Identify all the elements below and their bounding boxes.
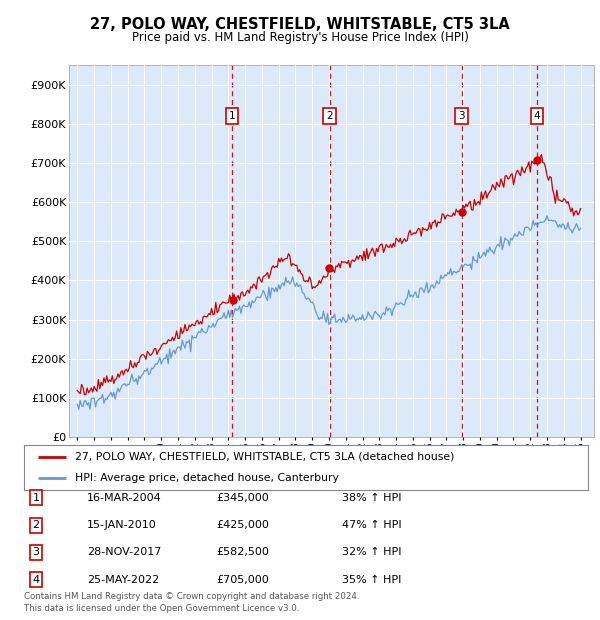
Text: Contains HM Land Registry data © Crown copyright and database right 2024.
This d: Contains HM Land Registry data © Crown c… [24, 591, 359, 613]
Text: 27, POLO WAY, CHESTFIELD, WHITSTABLE, CT5 3LA (detached house): 27, POLO WAY, CHESTFIELD, WHITSTABLE, CT… [75, 452, 454, 462]
Text: £345,000: £345,000 [216, 493, 269, 503]
Text: 3: 3 [458, 111, 465, 121]
Text: 1: 1 [229, 111, 235, 121]
Text: 16-MAR-2004: 16-MAR-2004 [87, 493, 162, 503]
Text: 15-JAN-2010: 15-JAN-2010 [87, 520, 157, 530]
Text: 1: 1 [32, 493, 40, 503]
Text: 38% ↑ HPI: 38% ↑ HPI [342, 493, 401, 503]
Text: 32% ↑ HPI: 32% ↑ HPI [342, 547, 401, 557]
Text: £425,000: £425,000 [216, 520, 269, 530]
Text: 4: 4 [533, 111, 540, 121]
Text: 4: 4 [32, 575, 40, 585]
Text: Price paid vs. HM Land Registry's House Price Index (HPI): Price paid vs. HM Land Registry's House … [131, 31, 469, 43]
Text: 3: 3 [32, 547, 40, 557]
Text: £582,500: £582,500 [216, 547, 269, 557]
Text: 35% ↑ HPI: 35% ↑ HPI [342, 575, 401, 585]
Text: 2: 2 [326, 111, 333, 121]
Text: 27, POLO WAY, CHESTFIELD, WHITSTABLE, CT5 3LA: 27, POLO WAY, CHESTFIELD, WHITSTABLE, CT… [90, 17, 510, 32]
Text: HPI: Average price, detached house, Canterbury: HPI: Average price, detached house, Cant… [75, 472, 338, 482]
Text: 28-NOV-2017: 28-NOV-2017 [87, 547, 161, 557]
Text: £705,000: £705,000 [216, 575, 269, 585]
Text: 25-MAY-2022: 25-MAY-2022 [87, 575, 159, 585]
Text: 47% ↑ HPI: 47% ↑ HPI [342, 520, 401, 530]
Text: 2: 2 [32, 520, 40, 530]
